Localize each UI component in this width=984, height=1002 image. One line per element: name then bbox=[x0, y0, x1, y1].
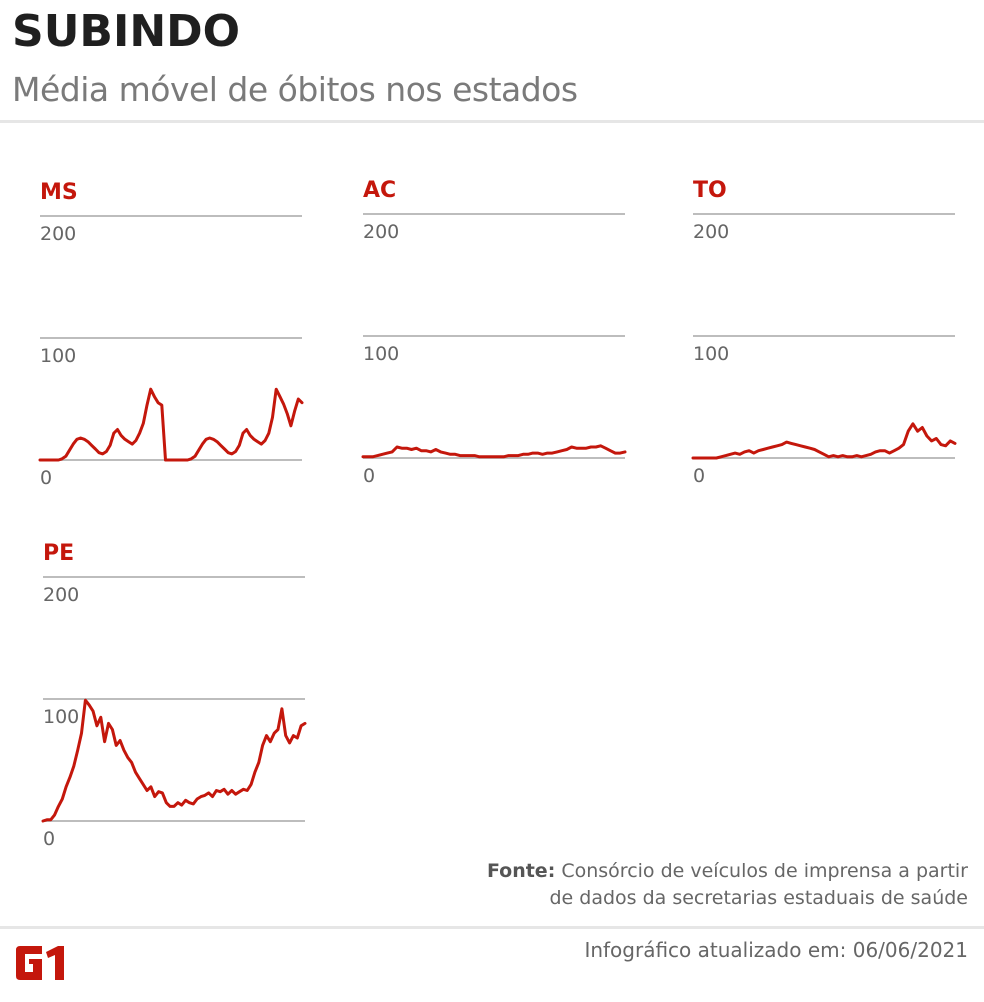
header-divider bbox=[0, 120, 984, 123]
source-note: Fonte: Consórcio de veículos de imprensa… bbox=[487, 858, 968, 912]
chart-title: MS bbox=[40, 180, 78, 205]
y-tick-label: 100 bbox=[40, 345, 76, 367]
footer-divider bbox=[0, 926, 984, 929]
y-tick-label: 200 bbox=[43, 584, 79, 606]
y-tick-label: 200 bbox=[40, 223, 76, 245]
series-line-ac bbox=[361, 444, 627, 459]
series-line-to bbox=[691, 422, 957, 460]
y-tick-label: 200 bbox=[693, 221, 729, 243]
source-text-line1: Consórcio de veículos de imprensa a part… bbox=[561, 860, 968, 882]
series-line-ms bbox=[38, 387, 304, 462]
page-subtitle: Média móvel de óbitos nos estados bbox=[12, 70, 578, 109]
g1-logo-icon bbox=[16, 946, 64, 980]
line-chart: 0 100 200 bbox=[38, 215, 304, 489]
y-tick-label: 0 bbox=[43, 828, 55, 850]
y-tick-label: 100 bbox=[363, 343, 399, 365]
line-chart: 0 100 200 bbox=[41, 576, 307, 850]
line-chart: 0 100 200 bbox=[691, 213, 957, 487]
page-title: SUBINDO bbox=[12, 6, 241, 57]
y-tick-label: 100 bbox=[693, 343, 729, 365]
chart-title: PE bbox=[43, 541, 75, 566]
y-tick-label: 0 bbox=[693, 465, 705, 487]
series-line-pe bbox=[41, 698, 307, 823]
y-tick-label: 0 bbox=[363, 465, 375, 487]
chart-title: TO bbox=[693, 178, 727, 203]
y-tick-label: 100 bbox=[43, 706, 79, 728]
chart-title: AC bbox=[363, 178, 397, 203]
source-label: Fonte: bbox=[486, 860, 556, 882]
updated-date: Infográfico atualizado em: 06/06/2021 bbox=[584, 938, 968, 962]
source-text-line2: de dados da secretarias estaduais de saú… bbox=[549, 887, 968, 909]
y-tick-label: 0 bbox=[40, 467, 52, 489]
y-tick-label: 200 bbox=[363, 221, 399, 243]
g1-logo bbox=[12, 946, 74, 984]
line-chart: 0 100 200 bbox=[361, 213, 627, 487]
